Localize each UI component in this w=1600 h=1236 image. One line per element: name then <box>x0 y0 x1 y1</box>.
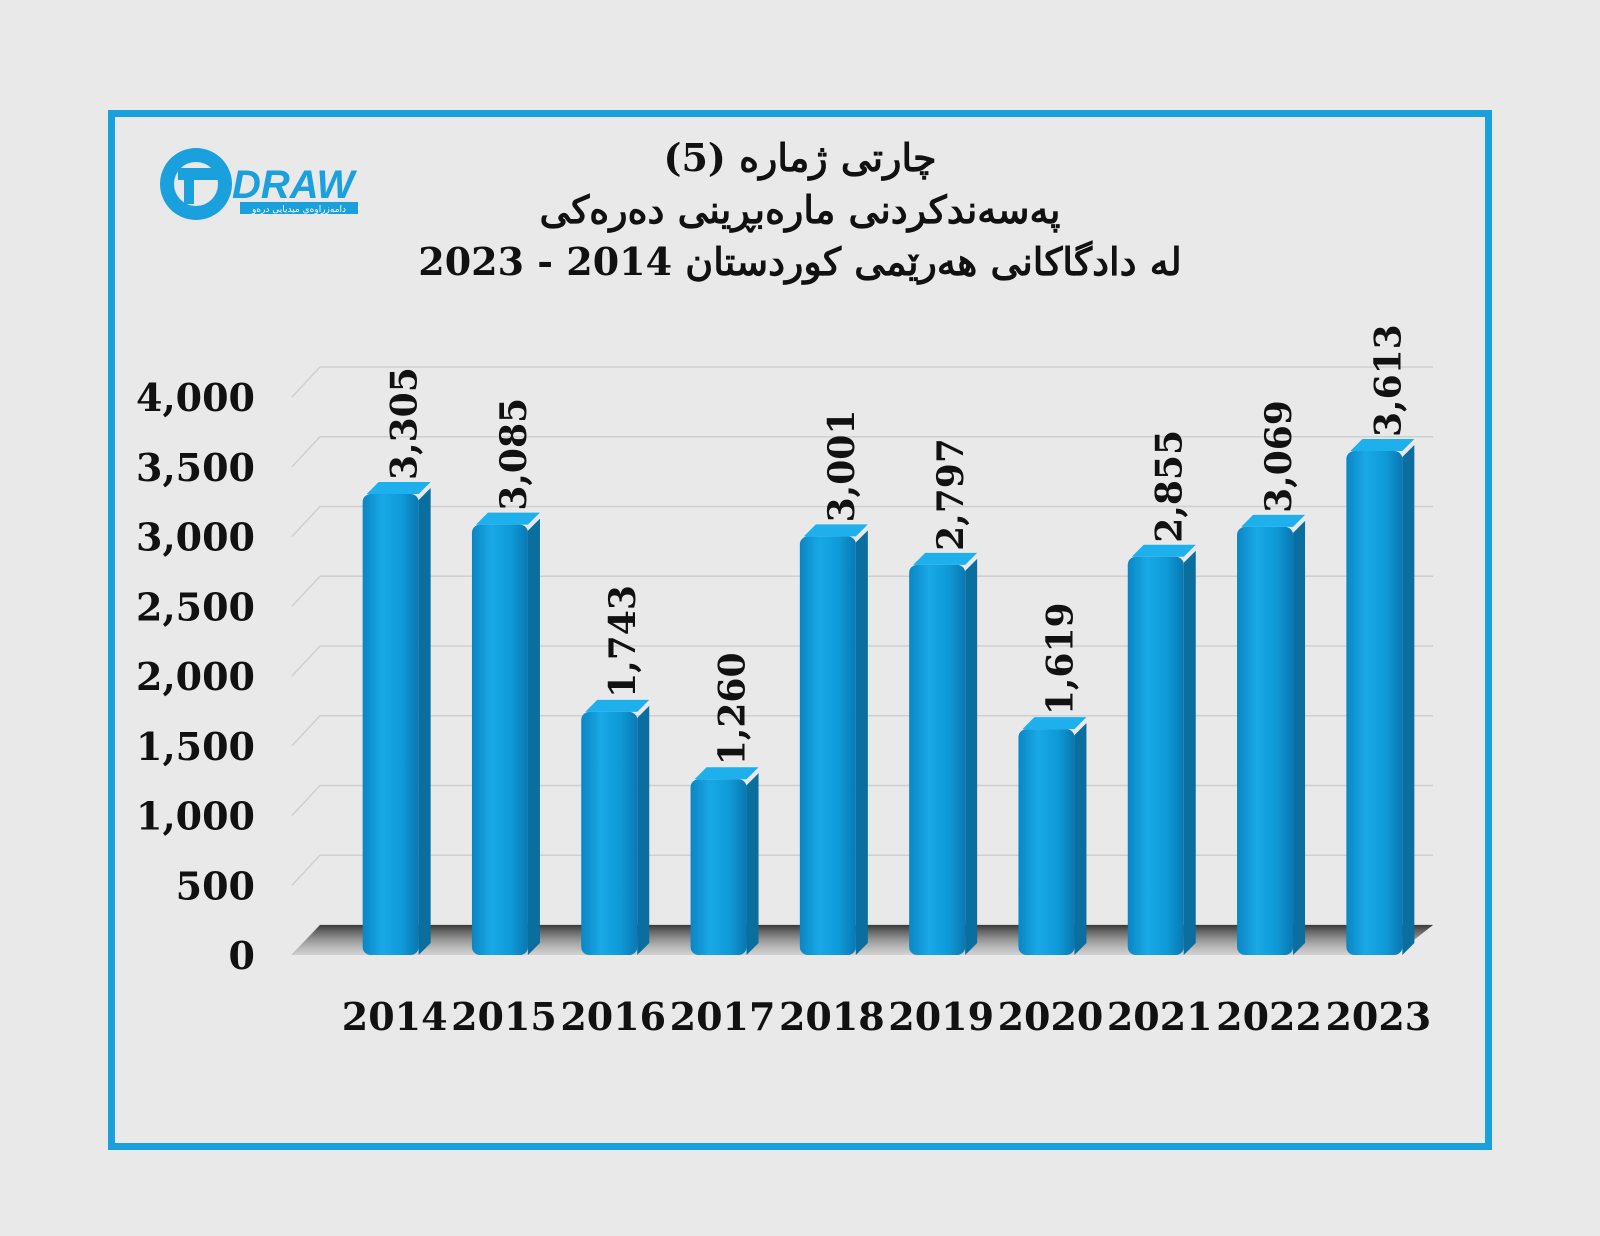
bar-side <box>1402 444 1415 955</box>
bar-front <box>1018 729 1075 955</box>
bar-side <box>965 558 978 955</box>
x-axis-ticks: 2014 2015 2016 2017 2018 2019 2020 2021 2022 2023 <box>342 994 1431 1039</box>
data-label: 3,085 <box>493 398 535 511</box>
y-tick-label: 1,500 <box>136 724 255 769</box>
x-tick-label: 2014 <box>342 994 448 1039</box>
gridline <box>291 575 1433 607</box>
bar-side <box>1183 550 1196 955</box>
bar-top <box>366 481 431 494</box>
bar <box>471 512 540 955</box>
bar-front <box>362 493 419 955</box>
bar-front <box>799 536 856 955</box>
y-tick-label: 2,000 <box>136 654 255 699</box>
data-label: 1,619 <box>1039 602 1081 715</box>
bar <box>581 699 650 955</box>
x-tick-label: 2020 <box>998 994 1104 1039</box>
chart-title: چارتی ژمارە (5) پەسەندکردنی مارەبڕینی دە… <box>380 132 1220 288</box>
bar-top <box>694 767 759 780</box>
x-tick-label: 2016 <box>560 994 666 1039</box>
bar <box>909 552 978 955</box>
chart-title-line-2: پەسەندکردنی مارەبڕینی دەرەکی <box>539 187 1061 232</box>
y-axis-ticks: 0 500 1,000 1,500 2,000 2,500 3,000 3,500 4,000 <box>136 375 255 978</box>
bar-top <box>913 552 978 565</box>
data-label: 2,855 <box>1149 430 1191 543</box>
bar-front <box>581 711 638 955</box>
chart-title-line-3: لە دادگاکانی هەرێمی کوردستان 2014 - 2023 <box>418 239 1182 284</box>
x-tick-label: 2018 <box>779 994 885 1039</box>
bar-front <box>471 524 528 955</box>
x-tick-label: 2021 <box>1107 994 1213 1039</box>
bar-top <box>585 699 650 712</box>
bar-front <box>1127 556 1184 955</box>
bar <box>1127 544 1196 955</box>
gridline <box>291 436 1433 468</box>
bar-top <box>475 512 540 525</box>
x-tick-label: 2015 <box>451 994 557 1039</box>
bar-front <box>909 564 966 955</box>
chart-title-line-1: چارتی ژمارە (5) <box>663 135 937 180</box>
data-label: 1,260 <box>712 652 754 765</box>
bar <box>1346 438 1415 955</box>
gridline <box>291 366 1433 398</box>
bar-side <box>418 487 431 955</box>
bar-side <box>1074 723 1087 955</box>
bars <box>362 438 1415 955</box>
data-label: 3,305 <box>384 367 426 480</box>
y-tick-label: 2,500 <box>136 584 255 629</box>
y-tick-label: 3,000 <box>136 515 255 560</box>
gridline <box>291 505 1433 538</box>
bar-side <box>1293 520 1306 955</box>
bar-side <box>527 518 540 955</box>
data-labels: 3,305 3,085 1,743 1,260 3,001 2,797 1,619 2,855… <box>384 324 1410 765</box>
y-tick-label: 500 <box>176 863 255 908</box>
bar <box>799 524 868 955</box>
data-label: 1,743 <box>602 585 644 698</box>
x-tick-label: 2022 <box>1216 994 1322 1039</box>
bar <box>1237 514 1306 955</box>
logo-wordmark: DRAW <box>232 163 357 207</box>
bar <box>1018 717 1087 955</box>
x-tick-label: 2019 <box>888 994 994 1039</box>
y-tick-label: 3,500 <box>136 445 255 490</box>
data-label: 2,797 <box>930 438 972 551</box>
bar-top <box>1131 544 1196 557</box>
bar-top <box>1022 717 1087 730</box>
bar-side <box>637 705 650 955</box>
gridline <box>291 715 1433 747</box>
bar-side <box>855 530 868 955</box>
y-tick-label: 4,000 <box>136 375 255 420</box>
bar-side <box>746 773 759 955</box>
bar <box>362 481 431 955</box>
x-tick-label: 2017 <box>670 994 776 1039</box>
y-tick-label: 1,000 <box>136 794 255 839</box>
data-label: 3,001 <box>821 410 863 523</box>
bar-front <box>1346 450 1403 955</box>
bar-top <box>803 524 868 537</box>
bar-top <box>1241 514 1306 527</box>
gridline <box>291 645 1433 677</box>
draw-logo-icon: DRAW دامەزراوەی میدیایی درەو <box>160 148 358 220</box>
bar-top <box>1350 438 1415 451</box>
bar <box>690 767 759 955</box>
bar-front <box>690 779 747 955</box>
data-label: 3,069 <box>1258 400 1300 513</box>
logo-tagline: دامەزراوەی میدیایی درەو <box>251 205 346 215</box>
data-label: 3,613 <box>1367 324 1409 437</box>
bar-front <box>1237 526 1294 955</box>
x-tick-label: 2023 <box>1325 994 1431 1039</box>
y-tick-label: 0 <box>229 933 255 978</box>
